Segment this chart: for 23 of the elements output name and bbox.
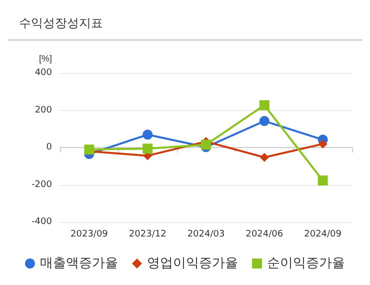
y-tick-label: 0 xyxy=(46,142,52,152)
point xyxy=(201,140,211,150)
point xyxy=(260,152,269,162)
legend-label: 순이익증가율 xyxy=(267,256,345,271)
x-tick-label: 2023/09 xyxy=(70,230,108,240)
point xyxy=(318,139,328,148)
point xyxy=(142,130,153,140)
y-tick-label: -200 xyxy=(32,180,52,190)
point xyxy=(259,100,270,110)
point xyxy=(142,144,153,154)
y-tick-label: 400 xyxy=(34,68,52,78)
y-tick-label: 200 xyxy=(34,105,52,116)
x-tick-label: 2023/12 xyxy=(128,230,166,240)
y-tick-label: -400 xyxy=(32,217,52,227)
y-axis-title: [%] xyxy=(38,54,52,64)
chart-title: 수익성장성지표 xyxy=(19,16,103,30)
legend-label: 영업이익증가율 xyxy=(147,256,238,271)
point xyxy=(318,175,328,186)
x-tick-label: 2024/06 xyxy=(246,230,284,240)
x-tick-label: 2024/09 xyxy=(304,230,342,240)
legend-label: 매출액증가율 xyxy=(40,256,118,271)
x-tick-label: 2024/03 xyxy=(187,230,225,240)
point xyxy=(259,116,270,126)
